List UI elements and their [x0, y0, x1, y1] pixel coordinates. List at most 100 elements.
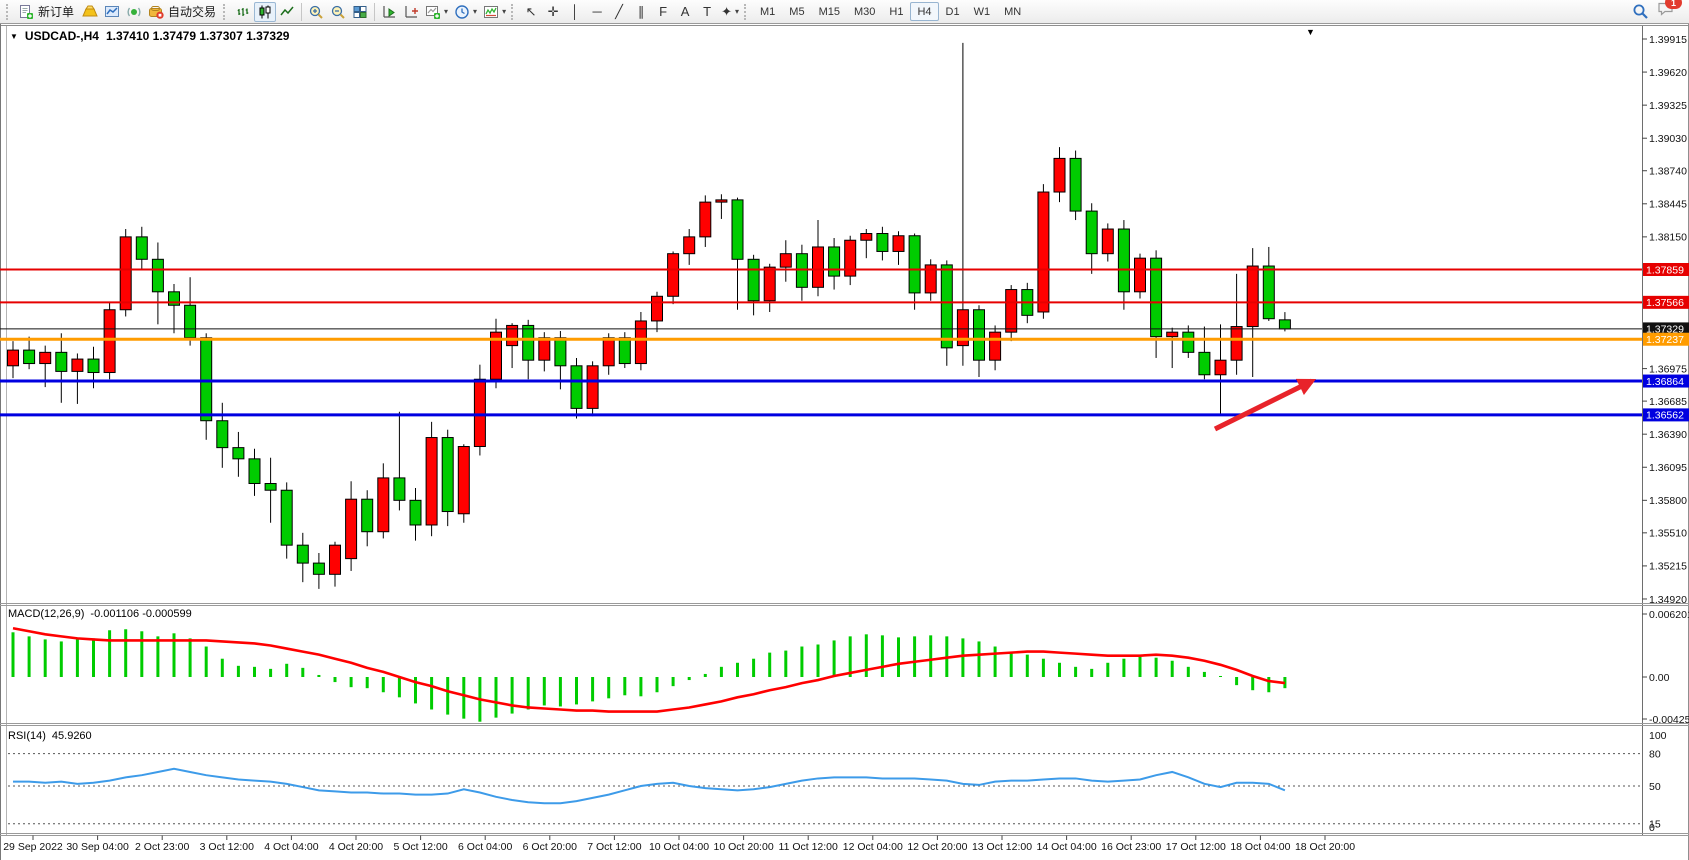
scroll-to-end-button[interactable] [378, 2, 400, 22]
candle-body-up [779, 253, 792, 268]
trendline-tool-button[interactable]: ╱ [608, 2, 630, 22]
price-tick-label: 1.35510 [1649, 528, 1687, 540]
new-order-label: 新订单 [38, 5, 75, 19]
rsi-pane: 100 80 50 150 [8, 730, 1667, 834]
zoom-in-button[interactable] [305, 2, 327, 22]
support-price-flag-label: 1.36562 [1646, 410, 1684, 422]
tile-windows-button[interactable] [349, 2, 371, 22]
time-tick-label: 7 Oct 12:00 [587, 841, 641, 853]
bar-chart-mode-button[interactable] [232, 2, 254, 22]
price-tick-label: 1.36975 [1649, 363, 1687, 375]
search-icon[interactable] [1632, 3, 1649, 20]
candle-body-down [618, 337, 631, 365]
candlestick-mode-button[interactable] [254, 1, 277, 22]
horizontal-line-icon: ─ [592, 4, 602, 19]
symbol-dropdown-icon[interactable]: ▼ [10, 31, 18, 41]
chevron-down-icon[interactable]: ▾ [444, 7, 449, 16]
chart-corner-dropdown-icon[interactable]: ▼ [1306, 27, 1315, 37]
candle-body-down [264, 483, 277, 491]
candle-body-up [586, 365, 599, 409]
new-chart-button[interactable]: ▾ [422, 2, 451, 22]
macd-indicator-name: MACD(12,26,9) [8, 608, 85, 620]
toolbar-grip[interactable] [6, 3, 11, 20]
chart-ohlc-values: 1.37410 1.37479 1.37307 1.37329 [105, 29, 290, 43]
cursor-icon: ↖ [525, 4, 537, 19]
market-watch-button[interactable] [101, 2, 123, 22]
line-chart-mode-button[interactable] [276, 2, 298, 22]
candle-body-down [441, 437, 454, 513]
vertical-line-icon: │ [571, 4, 580, 19]
macd-pane: 0.006201 0.00 -0.004258 [11, 609, 1689, 726]
arrows-tool-button[interactable]: ✦ ▾ [718, 2, 742, 22]
timeframe-M1[interactable]: M1 [753, 2, 782, 21]
fibonacci-icon: F [659, 4, 668, 19]
timeframe-D1[interactable]: D1 [939, 2, 967, 21]
time-tick-label: 13 Oct 12:00 [972, 841, 1032, 853]
gold-ingot-icon [82, 5, 98, 16]
toolbar-grip[interactable] [744, 3, 749, 20]
chart-shift-button[interactable] [400, 2, 422, 22]
price-tick-label: 1.34920 [1649, 594, 1687, 606]
rsi-line [13, 767, 1286, 805]
chart-shift-icon [405, 5, 419, 18]
notifications[interactable]: 1 [1657, 0, 1682, 22]
horizontal-line-tool-button[interactable]: ─ [586, 2, 608, 22]
zoom-out-button[interactable] [327, 2, 349, 22]
market-gold-button[interactable] [79, 2, 101, 22]
time-tick-label: 16 Oct 23:00 [1101, 841, 1161, 853]
candle-body-down [940, 264, 953, 349]
timeframe-MN[interactable]: MN [997, 2, 1028, 21]
time-tick-label: 14 Oct 04:00 [1037, 841, 1097, 853]
chevron-down-icon[interactable]: ▾ [734, 7, 739, 16]
support-price-flag [1643, 374, 1689, 388]
candle-body-up [1005, 289, 1018, 333]
chart-canvas[interactable]: 1.39915 1.39620 1.39325 1.39030 1.38740 1.384… [0, 24, 1689, 860]
indicators-button[interactable]: ▾ [480, 2, 509, 22]
rsi-indicator-name: RSI(14) [8, 730, 46, 742]
line-chart-icon [280, 6, 294, 15]
fibonacci-tool-button[interactable]: F [652, 2, 674, 22]
candle-body-down [296, 544, 309, 564]
timeframe-W1[interactable]: W1 [967, 2, 998, 21]
auto-trading-button[interactable]: 自动交易 [145, 2, 221, 22]
trend-arrow-annotation[interactable] [1213, 378, 1317, 432]
price-tick-label: 1.38445 [1649, 199, 1687, 211]
vertical-line-tool-button[interactable]: │ [564, 2, 586, 22]
cursor-tool-button[interactable]: ↖ [520, 2, 542, 22]
candle-body-up [39, 351, 52, 365]
chevron-down-icon[interactable]: ▾ [473, 7, 478, 16]
time-tick-label: 18 Oct 04:00 [1230, 841, 1290, 853]
chevron-down-icon[interactable]: ▾ [502, 7, 507, 16]
timeframe-H4[interactable]: H4 [910, 2, 939, 22]
hline-objects [0, 268, 1642, 417]
channel-tool-button[interactable]: ∥ [630, 2, 652, 22]
new-chart-icon [426, 5, 441, 19]
signals-button[interactable] [123, 2, 145, 22]
toolbar-grip[interactable] [511, 3, 516, 20]
signal-icon [127, 7, 141, 16]
candle-body-up [329, 544, 341, 575]
resistance-price-flag-label: 1.37859 [1646, 264, 1684, 276]
timeframe-M30[interactable]: M30 [847, 2, 882, 21]
chart-title: ▼ USDCAD-,H4 1.37410 1.37479 1.37307 1.3… [10, 29, 289, 43]
periods-clock-button[interactable]: ▾ [451, 2, 480, 22]
timeframe-M5[interactable]: M5 [782, 2, 811, 21]
toolbar-grip[interactable] [223, 3, 228, 20]
candle-body-down [1182, 331, 1195, 353]
price-tick-label: 1.36685 [1649, 396, 1687, 408]
text-tool-button[interactable]: A [674, 2, 696, 22]
scroll-to-end-icon [383, 5, 396, 18]
candle-body-down [731, 199, 744, 260]
price-axis[interactable]: 1.39915 1.39620 1.39325 1.39030 1.38740 1.384… [1642, 34, 1689, 606]
bar-chart-icon [237, 7, 249, 16]
time-axis[interactable]: 29 Sep 2022 30 Sep 04:00 2 Oct 23:00 3 Oct … [3, 835, 1355, 854]
text-label-tool-button[interactable]: T [696, 2, 718, 22]
new-order-button[interactable]: 新订单 [15, 2, 79, 22]
chart-window[interactable]: 1.39915 1.39620 1.39325 1.39030 1.38740 1.384… [0, 24, 1689, 860]
candle-body-down [200, 337, 213, 422]
timeframe-H1[interactable]: H1 [882, 2, 910, 21]
crosshair-tool-button[interactable]: ✛ [542, 2, 564, 22]
candle-body-up [956, 309, 969, 347]
timeframe-M15[interactable]: M15 [812, 2, 847, 21]
